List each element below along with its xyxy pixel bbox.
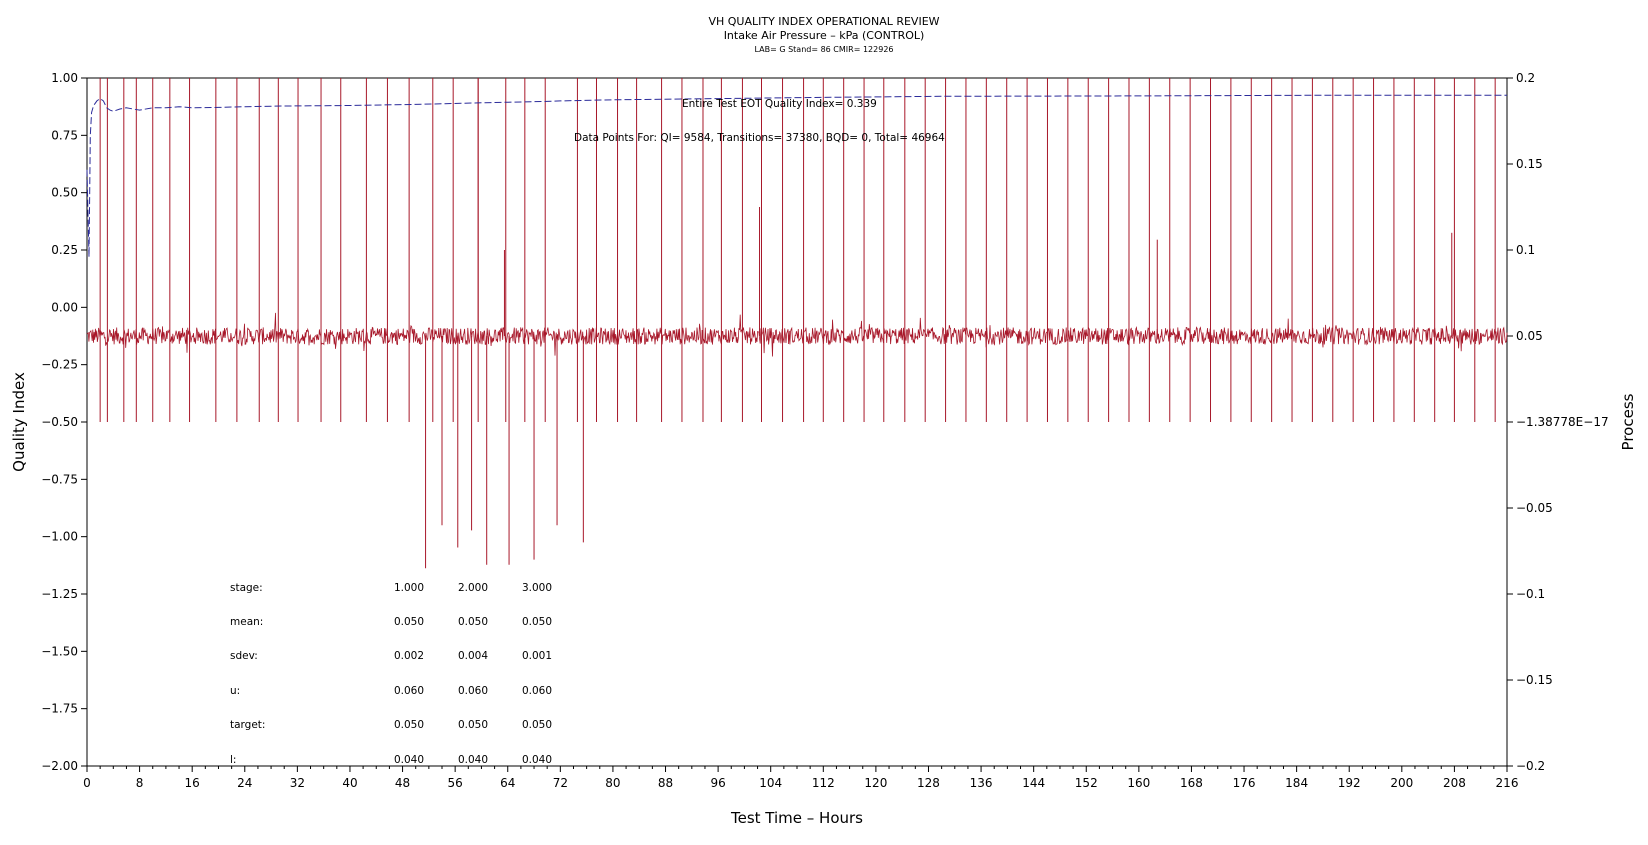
- y-tick-label: −2.00: [41, 759, 78, 773]
- process-noise-trace: [86, 312, 1508, 357]
- x-tick-label: 192: [1338, 776, 1361, 790]
- y-tick-label: 1.00: [51, 71, 78, 85]
- stats-cell: 0.050: [458, 616, 488, 628]
- stats-cell: 0.040: [458, 754, 488, 766]
- stats-header-stage1: 1.000: [394, 582, 424, 594]
- series-quality-index-line: [86, 94, 1507, 257]
- y2-tick-label: −0.05: [1516, 501, 1553, 515]
- stats-row-label: sdev:: [230, 650, 258, 662]
- y-tick-label: −1.50: [41, 644, 78, 658]
- x-tick-label: 184: [1285, 776, 1308, 790]
- stats-cell: 0.040: [522, 754, 552, 766]
- y-tick-label: 0.00: [51, 300, 78, 314]
- data-points-annotation: Data Points For: QI= 9584, Transitions= …: [574, 132, 945, 144]
- plot-frame: [86, 77, 1508, 767]
- y-axis-ticks: 1.00 0.75 0.50 0.25 0.00 −0.25 −0.50 −0.75 −1.00…: [41, 71, 87, 773]
- x-tick-label: 40: [342, 776, 357, 790]
- chart-subtitle: Intake Air Pressure – kPa (CONTROL): [724, 29, 925, 42]
- y-tick-label: −0.75: [41, 472, 78, 486]
- stats-cell: 0.060: [394, 685, 424, 697]
- x-tick-label: 0: [83, 776, 91, 790]
- x-tick-label: 24: [237, 776, 252, 790]
- y-tick-label: −0.50: [41, 415, 78, 429]
- stats-cell: 0.050: [458, 719, 488, 731]
- x-tick-label: 72: [553, 776, 568, 790]
- y2-axis-title: Process: [1619, 393, 1637, 450]
- x-tick-label: 152: [1075, 776, 1098, 790]
- y-tick-label: −1.00: [41, 530, 78, 544]
- y2-tick-label: −1.38778E−17: [1516, 415, 1609, 429]
- x-tick-label: 112: [812, 776, 835, 790]
- x-tick-label: 216: [1496, 776, 1519, 790]
- y2-tick-label: −0.15: [1516, 673, 1553, 687]
- y-tick-label: 0.50: [51, 186, 78, 200]
- stats-row-label: target:: [230, 719, 265, 731]
- x-tick-label: 80: [605, 776, 620, 790]
- stats-cell: 0.050: [522, 616, 552, 628]
- plot-area: [86, 78, 1508, 569]
- x-tick-label: 104: [759, 776, 782, 790]
- stats-cell: 0.001: [522, 650, 552, 662]
- stats-header-stage2: 2.000: [458, 582, 488, 594]
- stats-cell: 0.050: [394, 616, 424, 628]
- y-tick-label: −1.75: [41, 702, 78, 716]
- x-tick-label: 96: [710, 776, 725, 790]
- x-tick-label: 168: [1180, 776, 1203, 790]
- chart-subsubtitle: LAB= G Stand= 86 CMIR= 122926: [754, 45, 893, 54]
- process-series: [86, 78, 1508, 569]
- x-tick-label: 56: [448, 776, 463, 790]
- stats-table: stage: 1.000 2.000 3.000 mean: 0.050 0.0…: [230, 582, 552, 766]
- y-tick-label: −1.25: [41, 587, 78, 601]
- eot-quality-index-annotation: Entire Test EOT Quality Index= 0.339: [682, 98, 877, 110]
- stats-header-stage3: 3.000: [522, 582, 552, 594]
- stats-cell: 0.004: [458, 650, 488, 662]
- y2-tick-label: 0.05: [1516, 329, 1543, 343]
- x-axis-title: Test Time – Hours: [730, 809, 863, 827]
- x-tick-label: 144: [1022, 776, 1045, 790]
- x-tick-label: 64: [500, 776, 515, 790]
- stats-cell: 0.060: [522, 685, 552, 697]
- stats-cell: 0.050: [394, 719, 424, 731]
- y2-tick-label: 0.15: [1516, 157, 1543, 171]
- stats-cell: 0.040: [394, 754, 424, 766]
- y-axis-title: Quality Index: [10, 372, 28, 472]
- y-tick-label: −0.25: [41, 358, 78, 372]
- y2-tick-label: 0.2: [1516, 71, 1535, 85]
- x-tick-label: 32: [290, 776, 305, 790]
- stats-row-label: l:: [230, 754, 236, 766]
- y-tick-label: 0.75: [51, 128, 78, 142]
- y2-tick-label: −0.2: [1516, 759, 1545, 773]
- stats-row-label: mean:: [230, 616, 263, 628]
- y2-tick-label: 0.1: [1516, 243, 1535, 257]
- stats-cell: 0.002: [394, 650, 424, 662]
- x-tick-label: 120: [864, 776, 887, 790]
- y2-axis-ticks: 0.2 0.15 0.1 0.05 −1.38778E−17 −0.05 −0.1 −0.15…: [1507, 71, 1609, 773]
- x-tick-label: 136: [970, 776, 993, 790]
- stats-cell: 0.060: [458, 685, 488, 697]
- x-tick-label: 16: [185, 776, 200, 790]
- stats-header-label: stage:: [230, 582, 263, 594]
- x-tick-label: 88: [658, 776, 673, 790]
- x-tick-label: 8: [136, 776, 144, 790]
- x-axis-ticks: 0 8 16 24 32 40 48 56 64 72 80 88 96 104 112 120 128 136 1…: [83, 766, 1518, 790]
- x-tick-label: 208: [1443, 776, 1466, 790]
- x-tick-label: 176: [1233, 776, 1256, 790]
- stats-cell: 0.050: [522, 719, 552, 731]
- chart-title: VH QUALITY INDEX OPERATIONAL REVIEW: [708, 15, 939, 28]
- x-tick-label: 48: [395, 776, 410, 790]
- x-tick-label: 128: [917, 776, 940, 790]
- x-tick-label: 200: [1390, 776, 1413, 790]
- stats-row-label: u:: [230, 685, 240, 697]
- y2-tick-label: −0.1: [1516, 587, 1545, 601]
- x-tick-label: 160: [1127, 776, 1150, 790]
- y-tick-label: 0.25: [51, 243, 78, 257]
